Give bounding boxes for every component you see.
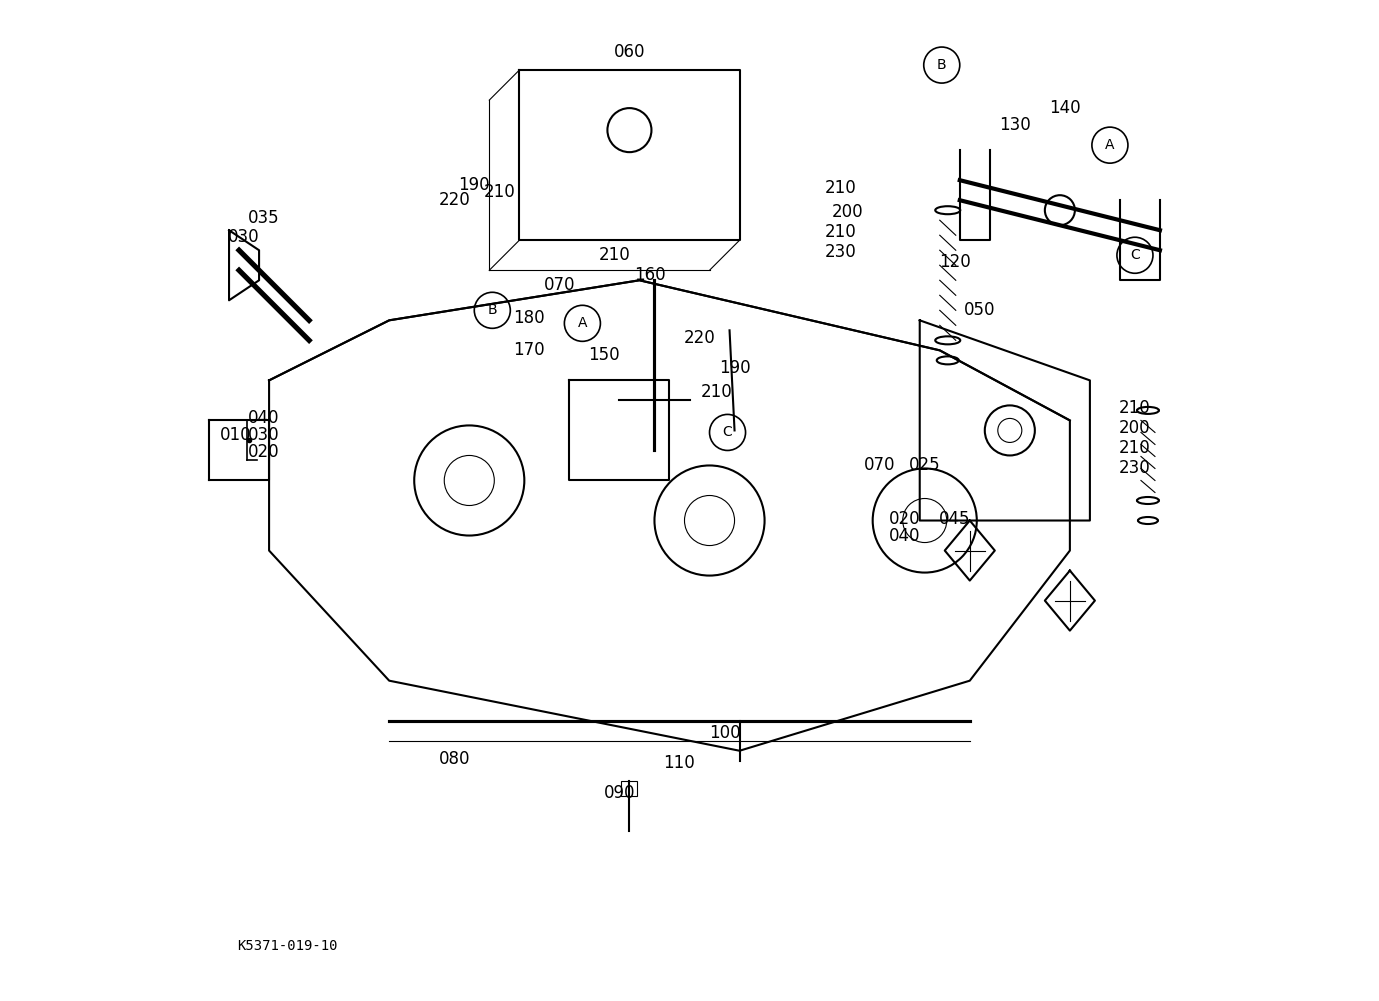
Text: 040: 040 bbox=[248, 409, 280, 427]
FancyBboxPatch shape bbox=[622, 781, 637, 796]
Text: 230: 230 bbox=[1120, 459, 1151, 477]
Text: 210: 210 bbox=[1120, 399, 1151, 417]
Text: 220: 220 bbox=[684, 329, 716, 347]
Ellipse shape bbox=[936, 356, 958, 364]
Text: 150: 150 bbox=[589, 346, 621, 364]
Ellipse shape bbox=[1136, 406, 1158, 414]
Text: 035: 035 bbox=[248, 209, 280, 227]
Text: 070: 070 bbox=[543, 276, 575, 294]
Text: A: A bbox=[1105, 138, 1114, 152]
Text: 190: 190 bbox=[718, 359, 750, 377]
Text: 210: 210 bbox=[701, 383, 732, 401]
Text: 210: 210 bbox=[598, 246, 630, 264]
Text: 130: 130 bbox=[998, 116, 1030, 134]
Text: 050: 050 bbox=[964, 301, 996, 319]
Text: 170: 170 bbox=[513, 341, 545, 359]
Text: C: C bbox=[723, 425, 732, 439]
Text: 080: 080 bbox=[439, 750, 470, 768]
Ellipse shape bbox=[935, 336, 960, 344]
Text: 180: 180 bbox=[513, 309, 545, 327]
Text: 090: 090 bbox=[604, 784, 636, 802]
Text: 210: 210 bbox=[825, 179, 856, 197]
Text: 120: 120 bbox=[939, 253, 971, 271]
Text: 020: 020 bbox=[248, 443, 280, 461]
Text: A: A bbox=[578, 316, 587, 330]
Text: 140: 140 bbox=[1049, 99, 1081, 117]
Circle shape bbox=[1045, 195, 1074, 225]
Text: 200: 200 bbox=[832, 203, 863, 221]
Text: 160: 160 bbox=[633, 266, 665, 284]
Text: 060: 060 bbox=[614, 43, 645, 61]
Text: 030: 030 bbox=[248, 426, 280, 444]
Text: 210: 210 bbox=[484, 183, 516, 201]
Text: 070: 070 bbox=[863, 456, 895, 474]
Ellipse shape bbox=[1136, 496, 1158, 504]
Text: 110: 110 bbox=[663, 754, 695, 772]
Text: 030: 030 bbox=[229, 228, 259, 246]
Text: 010: 010 bbox=[221, 426, 252, 444]
Text: 220: 220 bbox=[439, 191, 470, 209]
Text: B: B bbox=[488, 303, 496, 317]
Text: B: B bbox=[936, 58, 946, 72]
Ellipse shape bbox=[1138, 518, 1158, 525]
Text: K5371-019-10: K5371-019-10 bbox=[237, 939, 338, 953]
Text: 045: 045 bbox=[939, 510, 971, 528]
Text: 200: 200 bbox=[1120, 419, 1150, 437]
Text: 190: 190 bbox=[458, 176, 490, 194]
Text: 230: 230 bbox=[825, 243, 856, 261]
Text: 210: 210 bbox=[825, 223, 856, 241]
Ellipse shape bbox=[935, 206, 960, 214]
Text: C: C bbox=[1129, 248, 1140, 262]
Text: 100: 100 bbox=[709, 724, 741, 742]
Text: 025: 025 bbox=[909, 456, 940, 474]
Text: 040: 040 bbox=[889, 527, 920, 545]
Text: 020: 020 bbox=[889, 510, 921, 528]
Text: 210: 210 bbox=[1120, 439, 1151, 457]
